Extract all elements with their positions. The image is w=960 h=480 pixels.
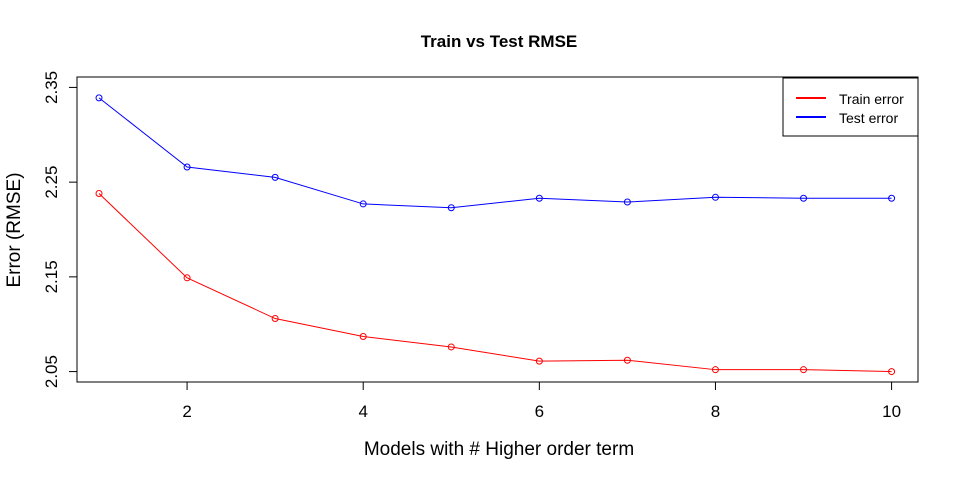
data-point-test	[271, 173, 279, 181]
y-tick-label: 2.25	[42, 166, 61, 199]
x-tick-label: 2	[182, 402, 191, 421]
y-tick-label: 2.05	[42, 355, 61, 388]
axes: 2 4 6 8 10 2.05 2.15 2.25 2.35	[42, 71, 901, 421]
data-point-test	[359, 200, 367, 208]
y-tick-label: 2.15	[42, 260, 61, 293]
data-point-train	[271, 315, 279, 323]
series-layer	[95, 94, 896, 376]
data-point-test	[535, 194, 543, 202]
data-point-test	[183, 163, 191, 171]
y-tick-label: 2.35	[42, 71, 61, 104]
data-point-test	[800, 194, 808, 202]
legend: Train error Test error	[782, 77, 919, 137]
x-tick-label: 8	[711, 402, 720, 421]
legend-label-train: Train error	[839, 91, 904, 107]
data-point-test	[447, 204, 455, 212]
x-tick-label: 4	[358, 402, 367, 421]
data-point-train	[623, 356, 631, 364]
data-point-test	[623, 198, 631, 206]
data-point-train	[888, 368, 896, 376]
x-tick-label: 10	[882, 402, 901, 421]
x-axis-label: Models with # Higher order term	[364, 439, 634, 460]
data-point-train	[800, 366, 808, 374]
x-tick-label: 6	[535, 402, 544, 421]
data-point-train	[711, 366, 719, 374]
data-point-train	[183, 274, 191, 282]
data-point-train	[535, 357, 543, 365]
data-point-train	[359, 333, 367, 341]
plot-frame	[76, 76, 919, 383]
data-point-test	[711, 193, 719, 201]
data-point-test	[888, 194, 896, 202]
data-point-train	[447, 343, 455, 351]
legend-label-test: Test error	[839, 110, 898, 126]
data-point-test	[95, 94, 103, 102]
series-line-test	[98, 97, 892, 209]
legend-box	[782, 77, 919, 137]
chart-title: Train vs Test RMSE	[421, 32, 578, 51]
y-axis-label: Error (RMSE)	[4, 172, 25, 287]
series-line-train	[98, 193, 892, 373]
data-point-train	[95, 190, 103, 198]
